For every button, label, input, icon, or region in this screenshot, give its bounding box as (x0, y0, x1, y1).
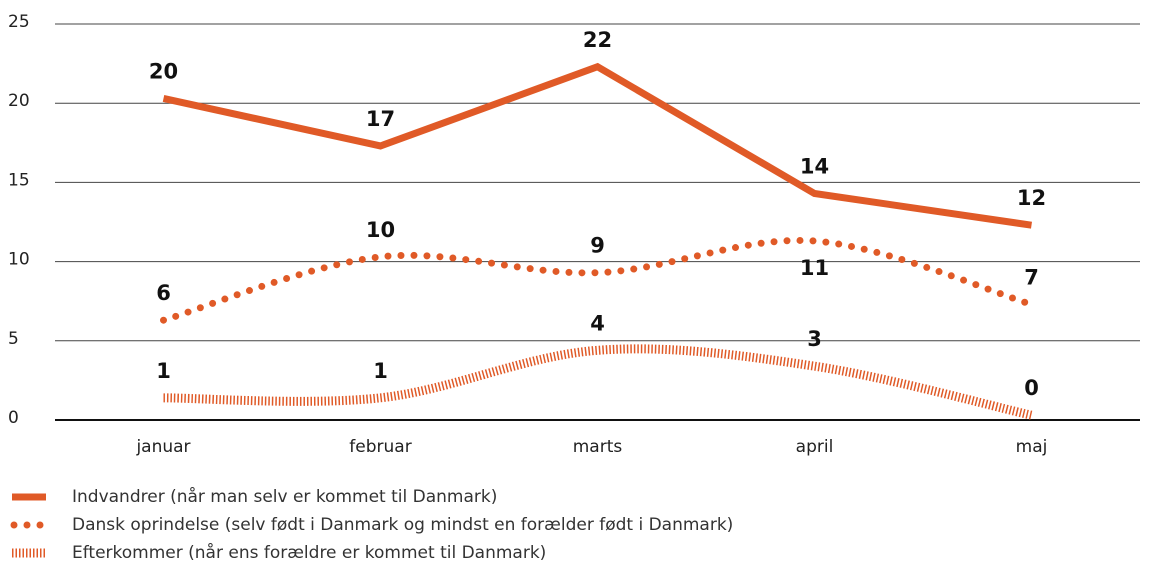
data-label: 7 (1024, 265, 1039, 289)
data-label: 12 (1017, 186, 1046, 210)
y-tick-label: 15 (8, 170, 30, 190)
x-tick-label: februar (349, 437, 411, 457)
data-label: 17 (366, 107, 395, 131)
legend-label: Indvandrer (når man selv er kommet til D… (72, 486, 497, 507)
y-tick-label: 10 (8, 250, 30, 270)
x-tick-label: januar (135, 437, 190, 457)
data-label: 20 (149, 59, 178, 83)
y-tick-label: 0 (8, 408, 19, 428)
x-tick-label: maj (1016, 437, 1048, 457)
series-line (160, 236, 1035, 324)
x-tick-label: marts (573, 437, 623, 457)
data-label: 1 (373, 359, 388, 383)
series-line (162, 62, 1033, 229)
y-tick-label: 25 (8, 12, 30, 32)
data-label: 4 (590, 311, 605, 335)
data-label: 0 (1024, 376, 1039, 400)
data-label: 14 (800, 154, 829, 178)
x-tick-label: april (796, 437, 834, 457)
data-label: 11 (800, 256, 829, 280)
series-line (163, 344, 1033, 420)
data-label: 6 (156, 281, 171, 305)
y-tick-label: 20 (8, 91, 30, 111)
data-label: 10 (366, 218, 395, 242)
data-label: 3 (807, 327, 822, 351)
data-label: 1 (156, 359, 171, 383)
data-label: 22 (583, 28, 612, 52)
y-tick-label: 5 (8, 329, 19, 349)
data-label: 9 (590, 234, 605, 258)
legend-label: Dansk oprindelse (selv født i Danmark og… (72, 515, 733, 535)
legend-label: Efterkommer (når ens forældre er kommet … (72, 542, 546, 563)
